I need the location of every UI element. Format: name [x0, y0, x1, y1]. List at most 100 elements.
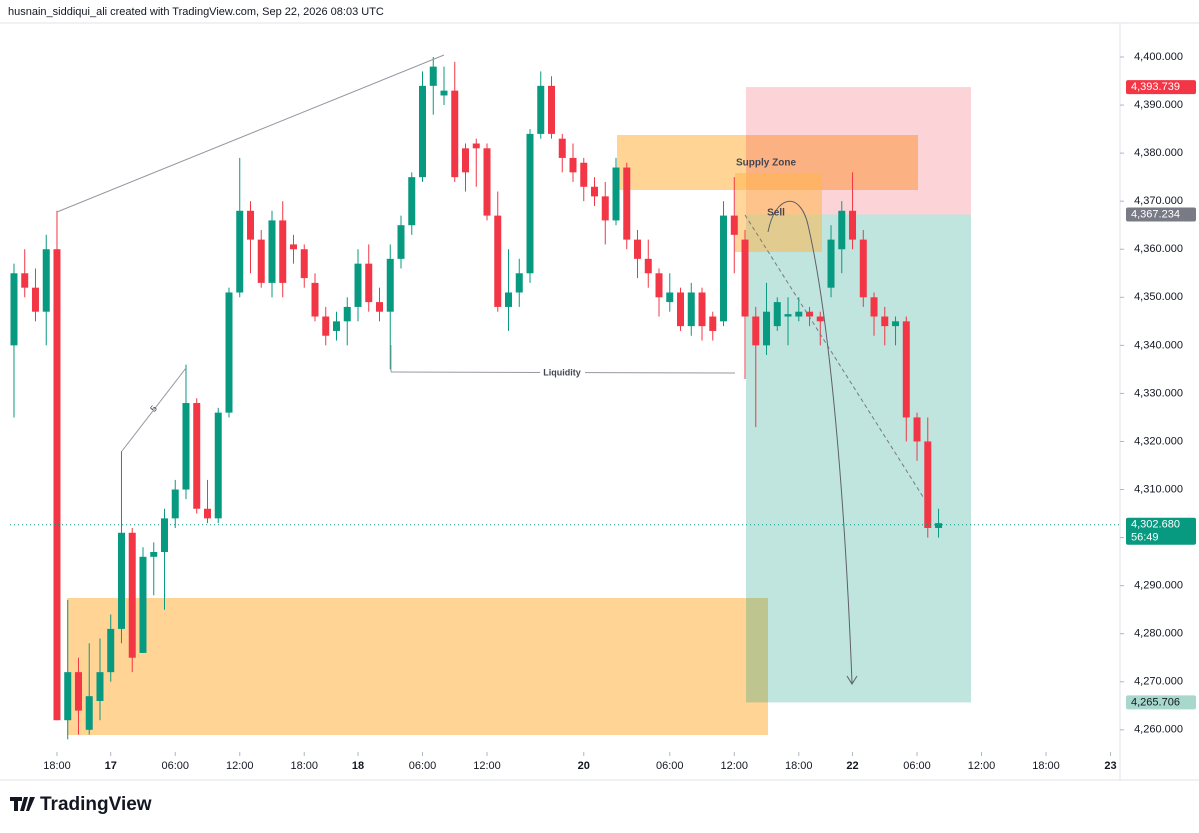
candle-body: [537, 85, 545, 134]
candle-body: [375, 302, 383, 312]
candle-body: [311, 282, 319, 317]
candle-body: [300, 249, 308, 279]
wave-label: 5: [148, 403, 159, 413]
logo-text: TradingView: [40, 794, 152, 815]
candle-body: [483, 148, 491, 216]
header: husnain_siddiqui_ali created with Tradin…: [8, 6, 384, 18]
candle-body: [795, 311, 803, 317]
candle-body: [698, 292, 706, 327]
candle-body: [408, 177, 416, 226]
candle-body: [558, 138, 566, 158]
candle-body: [354, 263, 362, 307]
candle-body: [451, 90, 459, 178]
candle-body: [623, 167, 631, 240]
candle-body: [505, 292, 513, 307]
candle-body: [773, 302, 781, 327]
candle-body: [322, 316, 330, 336]
candle-body: [462, 148, 470, 173]
candle-body: [902, 321, 910, 418]
candle-body: [246, 210, 254, 240]
y-tick-label: 4,390.000: [1134, 99, 1183, 111]
x-tick-label: 18:00: [785, 760, 813, 772]
candle-body: [64, 672, 72, 721]
candle-body: [935, 523, 943, 528]
candle-body: [687, 292, 695, 327]
price-tag: [1126, 80, 1196, 95]
y-tick-label: 4,310.000: [1134, 483, 1183, 495]
candle-body: [666, 292, 674, 303]
x-tick-label: 12:00: [721, 760, 749, 772]
x-tick-label: 12:00: [473, 760, 501, 772]
candle-body: [419, 85, 427, 178]
candle-body: [182, 403, 190, 490]
candle-body: [580, 162, 588, 187]
candle-body: [171, 489, 179, 519]
sell-label: Sell: [767, 208, 785, 219]
x-tick-label: 18:00: [43, 760, 71, 772]
candle-body: [203, 508, 211, 519]
arrow-curve: [767, 201, 853, 684]
x-tick-label: 17: [105, 760, 117, 772]
candle-body: [806, 311, 814, 317]
candle-body: [440, 90, 448, 96]
price-tag-label: 4,302.680: [1131, 519, 1180, 531]
price-tag-label: 4,265.706: [1131, 696, 1180, 708]
axes: 4,260.000 4,270.000 4,280.000 4,290.000 4,30…: [43, 51, 1183, 772]
logo-icon: [10, 797, 35, 811]
candle-body: [741, 239, 749, 317]
candle-body: [160, 518, 168, 553]
trend-line: [121, 367, 187, 452]
price-tag-label: 4,393.739: [1131, 81, 1180, 93]
candle-body: [332, 321, 340, 331]
y-tick-label: 4,400.000: [1134, 51, 1183, 63]
candle-body: [257, 239, 265, 283]
reward-box: [746, 214, 971, 703]
candle-body: [730, 215, 738, 235]
candle-body: [763, 311, 771, 346]
x-tick-label: 12:00: [226, 760, 254, 772]
candle-body: [752, 316, 760, 346]
x-tick-label: 18: [352, 760, 364, 772]
candle-body: [913, 417, 921, 442]
candle-body: [225, 292, 233, 413]
y-tick-label: 4,270.000: [1134, 676, 1183, 688]
y-tick-label: 4,260.000: [1134, 724, 1183, 736]
candle-body: [397, 225, 405, 259]
candle-body: [924, 441, 932, 528]
candle-body: [365, 263, 373, 303]
candle-body: [612, 167, 620, 221]
x-tick-label: 12:00: [968, 760, 996, 772]
price-tag: [1126, 695, 1196, 710]
x-tick-label: 20: [578, 760, 590, 772]
candle-body: [85, 696, 93, 730]
candle-body: [870, 297, 878, 317]
candle-body: [816, 316, 824, 322]
candle-body: [214, 412, 222, 519]
small-zone-layer: [735, 173, 822, 252]
y-tick-label: 4,320.000: [1134, 435, 1183, 447]
candle-body: [472, 143, 480, 149]
candle-body: [827, 239, 835, 288]
liquidity-label: Liquidity: [543, 367, 581, 377]
x-tick-label: 18:00: [1032, 760, 1060, 772]
candle-body: [601, 196, 609, 221]
trend-line: [56, 54, 445, 213]
candle-body: [279, 220, 287, 283]
candle-body: [634, 239, 642, 259]
zones: [67, 135, 918, 735]
x-tick-label: 06:00: [656, 760, 684, 772]
position-tool: [746, 87, 971, 703]
y-tick-label: 4,330.000: [1134, 387, 1183, 399]
candle-body: [193, 403, 201, 509]
supply-label: Supply Zone: [736, 158, 796, 169]
candle-body: [720, 215, 728, 322]
candle-body: [494, 215, 502, 307]
price-tag: [1126, 517, 1196, 545]
candle-body: [429, 66, 437, 86]
candle-body: [236, 210, 244, 293]
demand-zone: [67, 598, 768, 735]
y-tick-label: 4,360.000: [1134, 243, 1183, 255]
y-tick-label: 4,290.000: [1134, 580, 1183, 592]
